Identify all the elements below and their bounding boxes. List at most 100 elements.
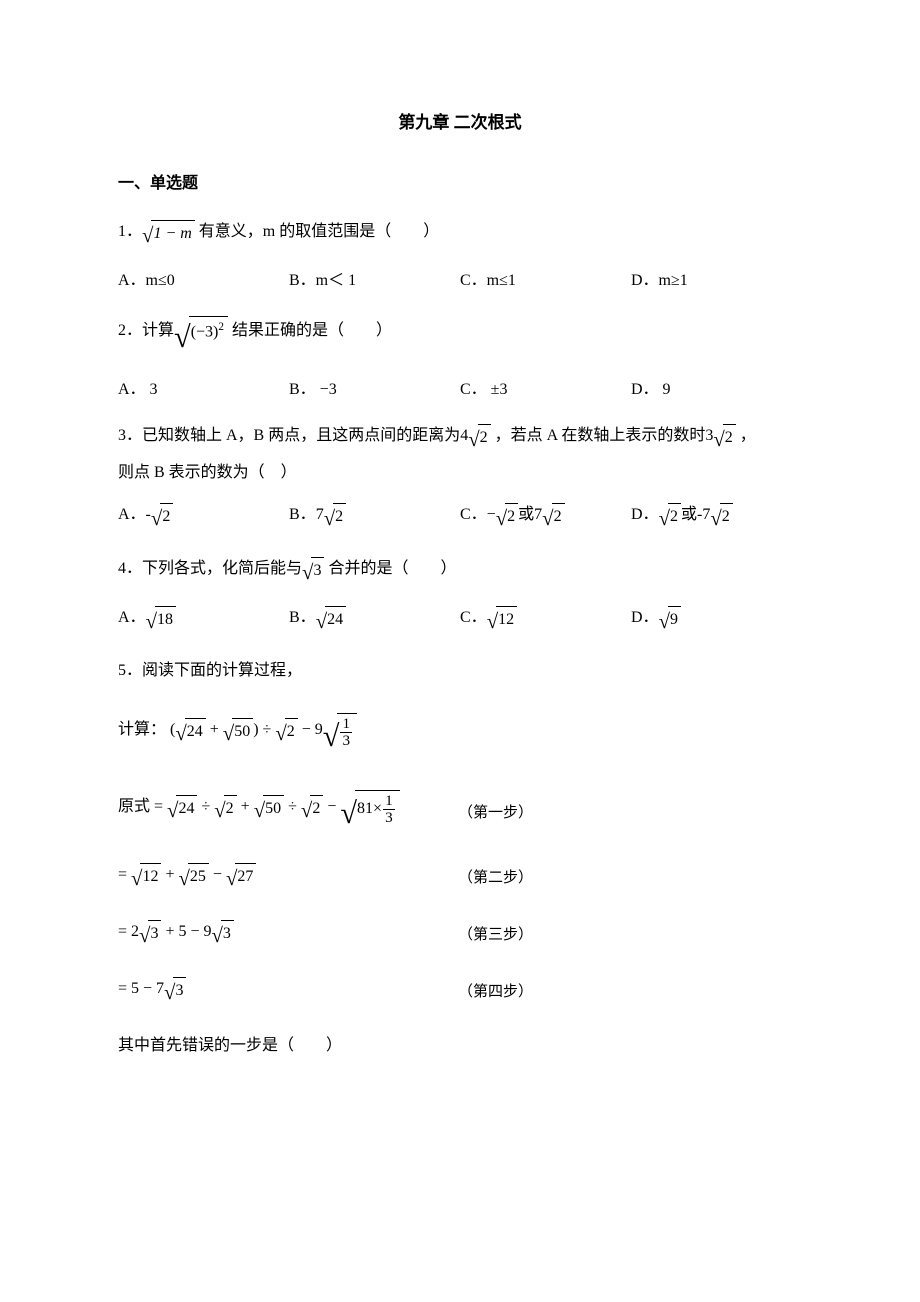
sqrt-icon: √9: [659, 606, 681, 637]
q5-intro: 5．阅读下面的计算过程，: [118, 659, 802, 683]
q3-opt-c: C．−√2或7√2: [460, 503, 631, 534]
q5-r25: 25: [188, 863, 209, 889]
q3-a-coef: 3: [705, 427, 713, 444]
q1-opt-a: A．m≤0: [118, 269, 289, 293]
q5-r24b: 24: [176, 795, 197, 821]
q4-b-rad: 24: [325, 606, 346, 632]
q3-c-rad2: 2: [552, 503, 565, 529]
q2-post: 结果正确的是（ ）: [228, 322, 392, 339]
question-2: 2．计算√(−3)2 结果正确的是（ ） A． 3 B． −3 C． ±3 D．…: [118, 315, 802, 403]
q5-step2: = √12 + √25 − √27 （第二步）: [118, 863, 802, 894]
sqrt-icon: √(−3)2: [174, 315, 228, 361]
q1-opt-d: D．m≥1: [631, 269, 802, 293]
q5-r2b: 2: [224, 795, 237, 821]
q3-b-coef: 7: [316, 506, 324, 523]
q5-step4: = 5 − 7√3 （第四步）: [118, 977, 802, 1008]
sqrt-icon: √27: [226, 863, 256, 894]
q1-pre: 1．: [118, 223, 142, 240]
sqrt-icon: √3: [302, 557, 324, 588]
question-3: 3．已知数轴上 A，B 两点，且这两点间的距离为4√2 ，若点 A 在数轴上表示…: [118, 424, 802, 534]
question-5: 5．阅读下面的计算过程， 计算： (√24 + √50) ÷ √2 − 9√13…: [118, 659, 802, 1058]
q3-line1: 3．已知数轴上 A，B 两点，且这两点间的距离为4√2 ，若点 A 在数轴上表示…: [118, 424, 802, 455]
q3-opt-b: B．7√2: [289, 503, 460, 534]
q3-dist-coef: 4: [460, 427, 468, 444]
q3-c-rad1: 2: [505, 503, 518, 529]
sqrt-icon: √24: [167, 795, 197, 826]
q5-calc: 计算： (√24 + √50) ÷ √2 − 9√13: [118, 713, 802, 760]
sqrt-icon: √1 − m: [142, 220, 195, 251]
page: 第九章 二次根式 一、单选题 1．√1 − m 有意义，m 的取值范围是（ ） …: [0, 0, 920, 1302]
q5-r81x: 81×: [357, 800, 382, 817]
q5-r24: 24: [185, 718, 206, 744]
q3-d-mid: 或-7: [681, 506, 710, 523]
q5-orig-label: 原式 =: [118, 798, 167, 815]
question-1: 1．√1 − m 有意义，m 的取值范围是（ ） A．m≤0 B．m＜ 1 C．…: [118, 220, 802, 293]
q5-r3b: 3: [221, 920, 234, 946]
q5-frac-num2: 1: [383, 793, 395, 810]
q4-a-lbl: A．: [118, 609, 146, 626]
q5-frac-den2: 3: [383, 810, 395, 826]
q5-s3c1: 2: [131, 923, 139, 940]
q5-r50b: 50: [263, 795, 284, 821]
sqrt-icon: √2: [659, 503, 681, 534]
q2-exp: 2: [218, 321, 224, 333]
q4-stem: 4．下列各式，化简后能与√3 合并的是（ ）: [118, 557, 802, 588]
sqrt-icon: √2: [496, 503, 518, 534]
sqrt-icon: √2: [710, 503, 732, 534]
q5-frac-num: 1: [340, 716, 352, 733]
q5-step3-expr: = 2√3 + 5 − 9√3: [118, 920, 458, 951]
q4-d-rad: 9: [668, 606, 681, 632]
q4-pre: 4．下列各式，化简后能与: [118, 560, 302, 577]
sqrt-icon: √81×13: [340, 790, 399, 837]
q3-l1c: ，: [736, 427, 756, 444]
sqrt-icon: √12: [487, 606, 517, 637]
q3-l1b: ，若点 A 在数轴上表示的数时: [491, 427, 706, 444]
chapter-title: 第九章 二次根式: [118, 110, 802, 136]
q4-opt-b: B．√24: [289, 606, 460, 637]
q4-b-lbl: B．: [289, 609, 316, 626]
q4-d-lbl: D．: [631, 609, 659, 626]
q1-opt-c: C．m≤1: [460, 269, 631, 293]
q4-post: 合并的是（ ）: [324, 560, 456, 577]
q3-d-rad1: 2: [668, 503, 681, 529]
sqrt-icon: √12: [131, 863, 161, 894]
sqrt-icon: √2: [151, 503, 173, 534]
q4-c-lbl: C．: [460, 609, 487, 626]
q5-r2c: 2: [310, 795, 323, 821]
q2-opt-c: C． ±3: [460, 378, 631, 402]
q1-stem: 1．√1 − m 有意义，m 的取值范围是（ ）: [118, 220, 802, 251]
sqrt-icon: √24: [175, 718, 205, 749]
q2-opt-b: B． −3: [289, 378, 460, 402]
q2-pre: 2．计算: [118, 322, 174, 339]
sqrt-icon: √50: [223, 718, 253, 749]
sqrt-icon: √24: [316, 606, 346, 637]
q1-options: A．m≤0 B．m＜ 1 C．m≤1 D．m≥1: [118, 269, 802, 293]
q5-step1: 原式 = √24 ÷ √2 + √50 ÷ √2 − √81×13 （第一步）: [118, 790, 802, 837]
q2-options: A． 3 B． −3 C． ±3 D． 9: [118, 378, 802, 402]
sqrt-icon: √25: [178, 863, 208, 894]
q4-rad: 3: [311, 557, 324, 583]
sqrt-icon: √18: [146, 606, 176, 637]
sqrt-icon: √3: [164, 977, 186, 1008]
q4-opt-a: A．√18: [118, 606, 289, 637]
q5-step4-label: （第四步）: [458, 981, 533, 1004]
q3-b-pre: B．: [289, 506, 316, 523]
q5-step3-label: （第三步）: [458, 924, 533, 947]
q5-s3mid: + 5 − 9: [161, 923, 211, 940]
q4-c-rad: 12: [496, 606, 517, 632]
q2-opt-d: D． 9: [631, 378, 802, 402]
sqrt-icon: √50: [254, 795, 284, 826]
q5-step3: = 2√3 + 5 − 9√3 （第三步）: [118, 920, 802, 951]
sqrt-icon: √2: [468, 424, 490, 455]
q3-d-rad2: 2: [720, 503, 733, 529]
q5-step4-expr: = 5 − 7√3: [118, 977, 458, 1008]
sqrt-icon: √2: [713, 424, 735, 455]
q2-inner: (−3): [191, 324, 219, 341]
q5-tail: 其中首先错误的一步是（ ）: [118, 1034, 802, 1058]
q3-a-rad2: 2: [160, 503, 173, 529]
sqrt-icon: √2: [301, 795, 323, 826]
q3-b-rad: 2: [333, 503, 346, 529]
sqrt-icon: √13: [323, 713, 357, 760]
sqrt-icon: √3: [139, 920, 161, 951]
q3-opt-d: D．√2或-7√2: [631, 503, 802, 534]
